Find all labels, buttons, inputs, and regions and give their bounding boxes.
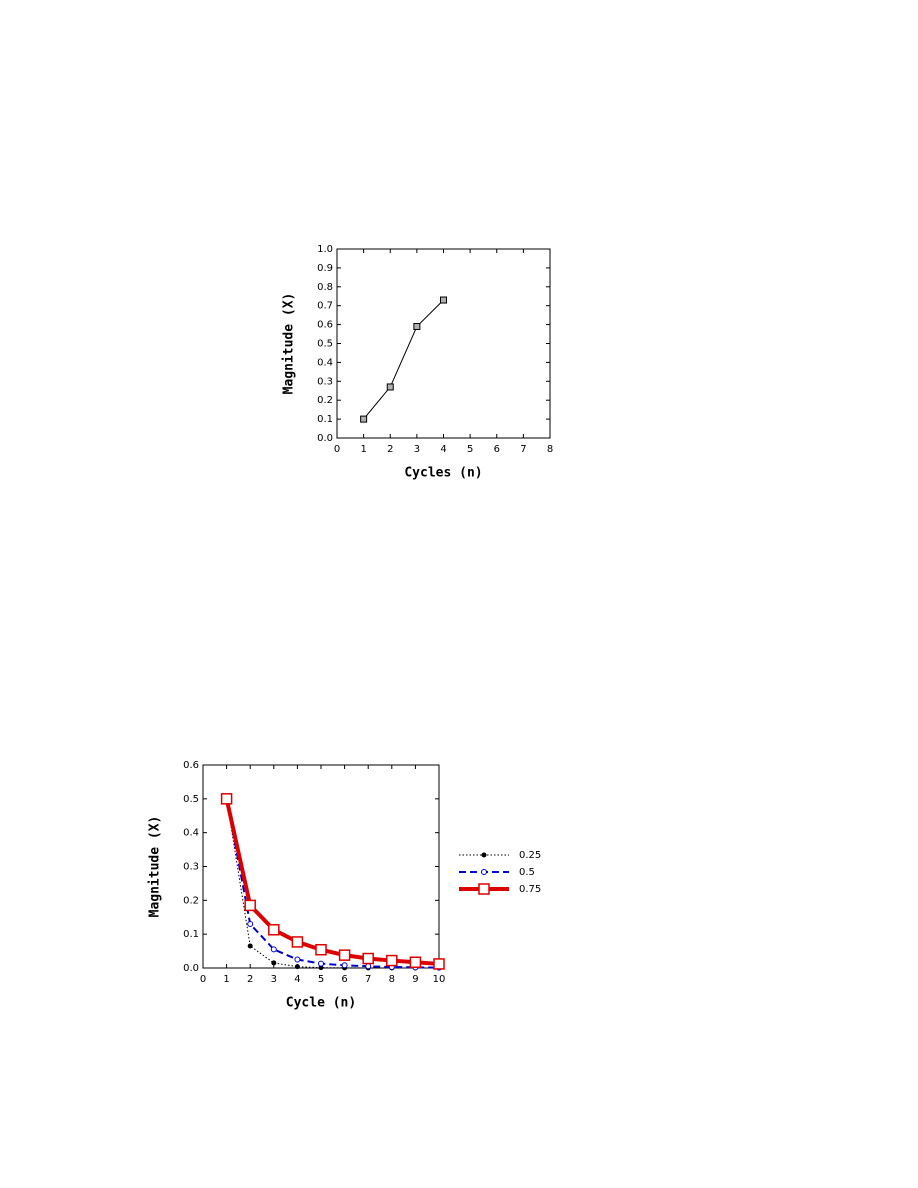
legend-label: 0.5 (519, 867, 535, 878)
y-tick-label: 0.8 (317, 282, 333, 293)
x-tick-label: 8 (389, 974, 395, 985)
marker (433, 958, 445, 970)
series-line (226, 798, 439, 969)
x-tick-label: 8 (547, 444, 553, 455)
legend-marker (478, 883, 490, 895)
marker (365, 963, 372, 970)
x-tick-label: 1 (360, 444, 366, 455)
x-tick-label: 7 (365, 974, 371, 985)
legend-marker (481, 869, 487, 875)
x-tick-label: 4 (294, 974, 300, 985)
marker (291, 936, 304, 948)
x-tick-label: 3 (414, 444, 420, 455)
marker (220, 793, 233, 805)
marker (409, 956, 422, 968)
marker (318, 960, 324, 967)
y-tick-label: 0.2 (183, 895, 199, 906)
marker (440, 296, 447, 304)
y-tick-label: 0.5 (183, 794, 199, 805)
marker (294, 956, 301, 963)
marker (318, 965, 324, 971)
y-axis-title: Magnitude (X) (148, 816, 163, 918)
series-line (224, 798, 440, 966)
legend-marker (481, 852, 487, 858)
x-axis-title: Cycle (n) (286, 996, 356, 1011)
marker (338, 949, 351, 961)
x-tick-label: 6 (341, 974, 347, 985)
series-line (225, 798, 440, 969)
y-tick-label: 0.9 (317, 263, 333, 274)
marker (360, 415, 368, 423)
x-tick-label: 7 (520, 444, 526, 455)
marker (270, 946, 277, 953)
y-tick-label: 0.0 (317, 433, 333, 444)
x-tick-label: 4 (440, 444, 446, 455)
y-tick-label: 0.7 (317, 301, 333, 312)
y-tick-label: 1.0 (317, 244, 333, 255)
x-tick-label: 10 (433, 974, 446, 985)
marker (294, 964, 300, 970)
y-tick-label: 0.5 (317, 339, 333, 350)
x-axis-title: Cycles (n) (404, 466, 482, 481)
y-tick-label: 0.3 (183, 862, 199, 873)
y-tick-label: 0.1 (317, 414, 333, 425)
marker (341, 962, 348, 969)
marker (413, 322, 421, 330)
y-axis-title: Magnitude (X) (282, 293, 297, 395)
y-tick-label: 0.6 (317, 320, 333, 331)
legend-label: 0.75 (519, 884, 541, 895)
y-tick-label: 0.1 (183, 929, 199, 940)
x-tick-label: 5 (467, 444, 473, 455)
x-tick-label: 3 (271, 974, 277, 985)
y-tick-label: 0.4 (183, 828, 199, 839)
marker (247, 943, 253, 949)
marker (362, 952, 374, 965)
marker (315, 943, 327, 956)
y-tick-label: 0.3 (317, 376, 333, 387)
x-tick-label: 2 (247, 974, 253, 985)
y-tick-label: 0.4 (317, 357, 333, 368)
legend-label: 0.25 (519, 850, 541, 861)
marker (247, 921, 254, 928)
x-tick-label: 2 (387, 444, 393, 455)
x-tick-label: 6 (494, 444, 500, 455)
x-tick-label: 5 (318, 974, 324, 985)
x-tick-label: 9 (412, 974, 418, 985)
x-tick-label: 0 (200, 974, 206, 985)
y-tick-label: 0.2 (317, 395, 333, 406)
y-tick-label: 0.6 (183, 760, 199, 771)
marker (268, 924, 280, 936)
series-line (363, 299, 444, 420)
marker (386, 954, 398, 967)
marker (271, 960, 277, 966)
marker (386, 383, 394, 391)
x-tick-label: 1 (223, 974, 229, 985)
x-tick-label: 0 (334, 444, 340, 455)
plot-frame (336, 248, 551, 439)
y-tick-label: 0.0 (183, 963, 199, 974)
marker (244, 899, 256, 912)
